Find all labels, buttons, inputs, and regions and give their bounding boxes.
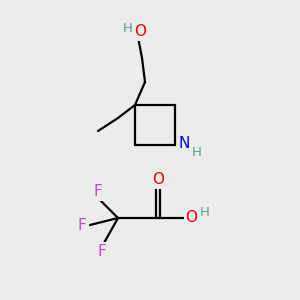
Text: O: O — [152, 172, 164, 188]
Text: O: O — [134, 25, 146, 40]
Text: N: N — [178, 136, 190, 151]
Text: F: F — [94, 184, 102, 200]
Text: F: F — [98, 244, 106, 259]
Text: O: O — [185, 211, 197, 226]
Text: H: H — [200, 206, 210, 220]
Text: H: H — [192, 146, 202, 158]
Text: F: F — [78, 218, 86, 232]
Text: H: H — [123, 22, 133, 34]
